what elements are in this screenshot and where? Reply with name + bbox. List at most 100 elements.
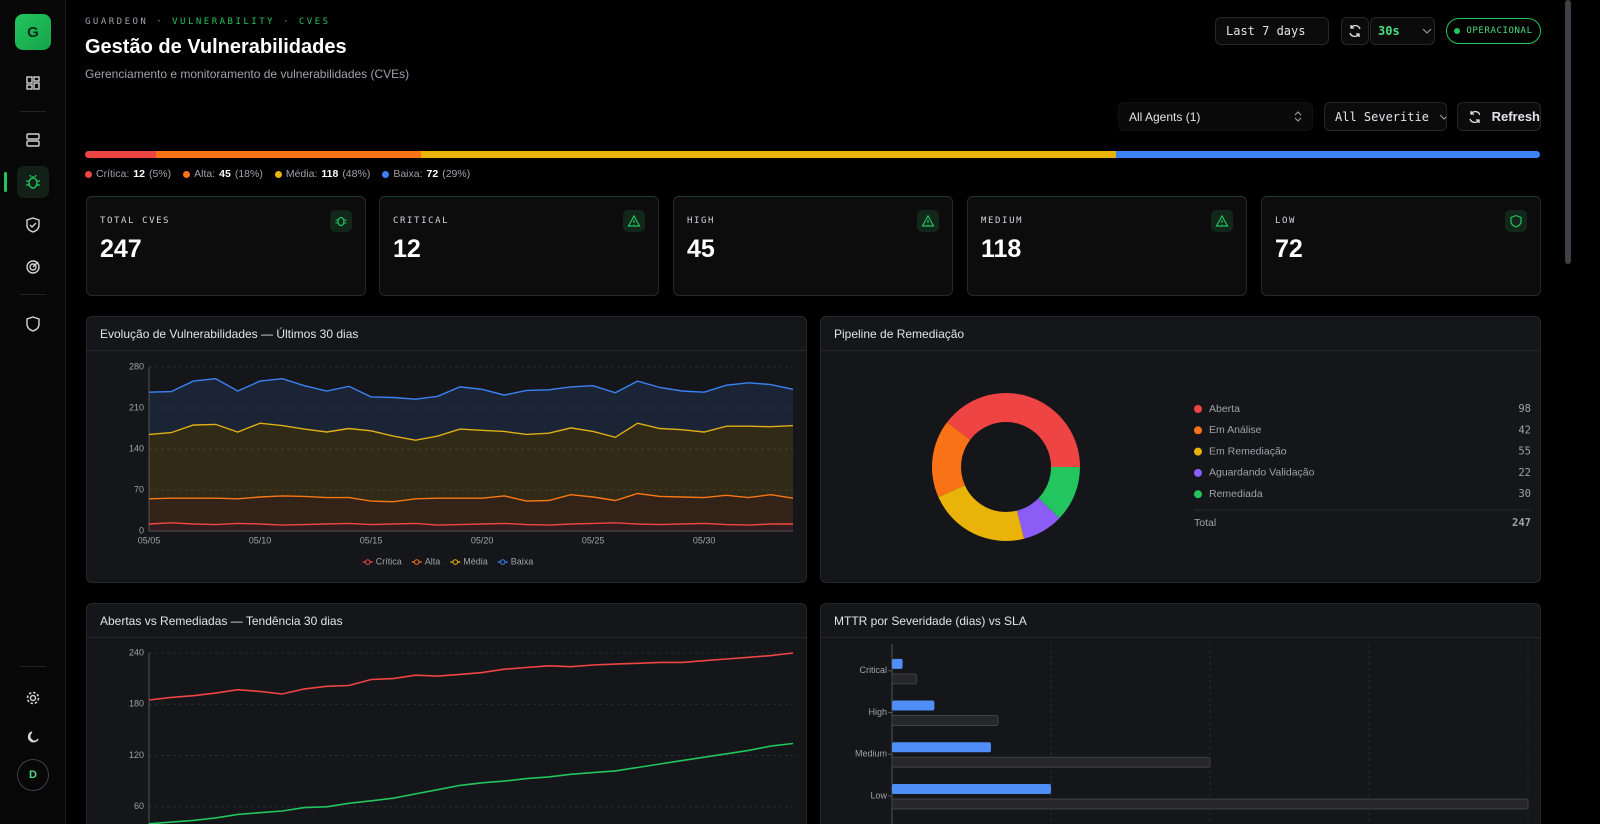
agent-select[interactable]: All Agents (1) [1118,102,1313,131]
severity-segment [85,151,156,158]
severity-select[interactable]: All Severitie [1324,102,1447,131]
nav-servers[interactable] [17,124,49,156]
separator [20,111,46,112]
kpi-card: CRITICAL 12 [379,196,659,296]
y-tick-label: 120 [129,750,144,760]
area-line [148,377,794,400]
x-tick-label: 05/25 [582,535,605,545]
range-text: Last 7 days [1226,24,1306,38]
auto-refresh-button[interactable] [1341,17,1369,45]
legend-value: 30 [1518,488,1531,500]
bar [892,700,935,711]
kpi-card: HIGH 45 [673,196,953,296]
nav-vulnerabilities[interactable] [17,166,49,198]
legend-swatch [364,559,371,565]
agent-text: All Agents (1) [1129,109,1201,124]
divider [821,637,1540,638]
donut-slice [1017,498,1060,539]
y-tick-label: High [868,707,887,717]
icon [1510,214,1522,228]
icon [335,216,347,227]
severity-segment [420,151,1116,158]
icon [1215,214,1229,227]
legend-value: 55 [1518,446,1531,458]
donut-slice [938,485,1025,541]
legend-dot [183,170,191,178]
nav-dashboard[interactable] [17,67,49,99]
nav-settings[interactable] [17,682,49,714]
total-label: Total [1194,517,1216,529]
chart-title: MTTR por Severidade (dias) vs SLA [834,614,1027,628]
kpi-label: TOTAL CVES [100,216,171,226]
interval-text: 30s [1378,24,1400,38]
y-tick-label: 180 [129,699,144,709]
severity-bar [85,151,1540,158]
divider [821,350,1540,351]
legend-value: 98 [1518,403,1531,415]
legend-label: Em Remediação [1209,445,1287,457]
donut-slice [932,422,971,498]
crumb: VULNERABILITY [172,17,276,27]
chevron [1327,28,1328,34]
chevron [1294,111,1302,122]
line [148,742,794,824]
kpi-label: CRITICAL [393,216,450,226]
area-fill [149,493,793,526]
x-tick-label: 05/15 [360,535,383,545]
breadcrumb: GUARDEON · VULNERABILITY · CVES [85,17,331,27]
legend-dot [1194,426,1202,435]
theme-toggle[interactable] [17,721,49,753]
avatar[interactable]: D [17,759,49,791]
status-pill: OPERACIONAL [1446,18,1541,44]
line [148,652,794,701]
area-line [148,522,793,526]
chart: 0 70 140 210 280 05/05 05/10 05/15 05/20 05/25 05/… [129,361,794,566]
bar [891,673,918,685]
nav-radar[interactable] [17,251,49,283]
legend-count: 118 [321,168,339,180]
x-tick-label: 05/05 [138,535,161,545]
interval-select[interactable]: 30s [1370,17,1435,45]
chart-panel: Pipeline de Remediação Aberta 98 Em Anális… [820,316,1541,583]
separator [20,294,46,295]
nav-compliance[interactable] [17,209,49,241]
legend-swatch [499,559,506,565]
y-tick-label: Low [870,790,887,800]
scrollbar [1565,0,1571,264]
icon [27,731,39,743]
severity-segment [1115,151,1540,158]
legend-label: Alta [425,556,441,566]
legend-label: Aberta [1209,403,1240,415]
y-tick-label: Critical [859,665,887,675]
y-tick-label: 140 [129,443,144,453]
icon [26,174,40,189]
range-select[interactable]: Last 7 days [1215,17,1329,45]
legend-pct: (5%) [148,168,172,180]
legend-pct: (48%) [342,168,371,180]
nav-shield[interactable] [17,308,49,340]
legend-label: Remediada [1209,488,1263,500]
y-tick-label: 0 [139,525,144,535]
chart: Critical High Medium Low [855,644,1529,824]
legend-count: 72 [426,168,439,180]
kpi-icon [917,210,939,232]
icon [627,214,641,227]
bar [891,756,1211,768]
legend-count: 45 [219,168,231,180]
severity-legend-item: Crítica: 12 (5%) [85,168,171,180]
x-tick-label: 05/10 [249,535,272,545]
y-tick-label: Medium [855,749,887,759]
legend-label: Crítica [376,556,402,566]
refresh-button[interactable]: Refresh [1457,102,1541,131]
kpi-card: TOTAL CVES 247 [86,196,366,296]
logo[interactable]: G [15,14,51,50]
legend-item: Baixa [497,556,533,566]
legend-label: Crítica: [96,168,130,180]
legend-dot [1194,468,1202,477]
legend-value: 42 [1518,424,1531,436]
icon [1469,110,1480,123]
kpi-label: LOW [1275,216,1297,226]
chart: Aberta 98 Em Análise 42 Em Remediação 55 Aguar… [932,393,1531,541]
icon [26,217,40,233]
